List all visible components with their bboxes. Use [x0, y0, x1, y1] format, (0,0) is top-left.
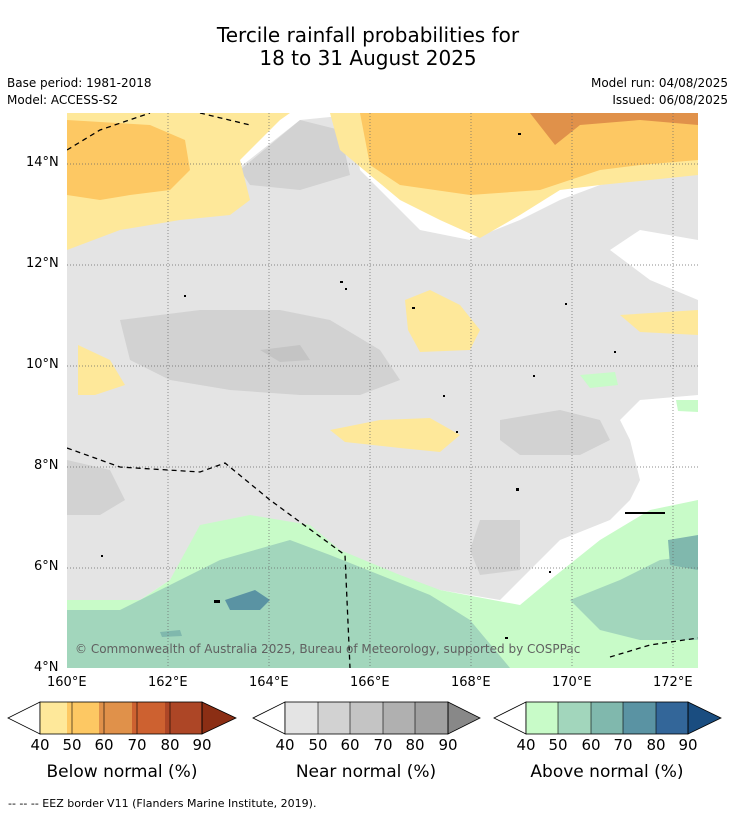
lon-label-172e: 172°E [653, 675, 693, 690]
near-tick-80: 80 [405, 736, 425, 754]
lat-label-12n: 12°N [26, 256, 59, 271]
near-tick-90: 90 [438, 736, 458, 754]
lon-label-168e: 168°E [451, 675, 491, 690]
lat-label-14n: 14°N [26, 155, 59, 170]
lon-label-170e: 170°E [552, 675, 592, 690]
map-title-line2: 18 to 31 August 2025 [259, 46, 477, 70]
eez-borders [67, 113, 698, 668]
above-tick-60: 60 [581, 736, 601, 754]
above-tick-40: 40 [516, 736, 536, 754]
below-tick-80: 80 [160, 736, 180, 754]
lat-label-8n: 8°N [34, 458, 59, 473]
model-name: Model: ACCESS-S2 [7, 93, 119, 107]
above-tick-90: 90 [678, 736, 698, 754]
below-normal-central [405, 290, 480, 352]
colorbar-near-normal [252, 701, 481, 735]
lat-label-4n: 4°N [34, 660, 59, 675]
base-period: Base period: 1981-2018 [7, 76, 152, 90]
lon-label-160e: 160°E [47, 675, 87, 690]
near-tick-70: 70 [373, 736, 393, 754]
below-tick-70: 70 [127, 736, 147, 754]
lat-label-10n: 10°N [26, 357, 59, 372]
above-normal-label: Above normal (%) [530, 762, 684, 782]
near-tick-40: 40 [275, 736, 295, 754]
below-tick-60: 60 [94, 736, 114, 754]
lon-label-164e: 164°E [249, 675, 289, 690]
colorbar-below-normal [7, 701, 237, 735]
below-normal-60-north-west [67, 120, 190, 200]
issued-date: Issued: 06/08/2025 [612, 93, 728, 107]
below-tick-90: 90 [192, 736, 212, 754]
model-run: Model run: 04/08/2025 [590, 76, 728, 90]
near-normal-50-patch [120, 310, 400, 395]
lat-label-6n: 6°N [34, 559, 59, 574]
above-tick-50: 50 [548, 736, 568, 754]
map-title-line1: Tercile rainfall probabilities for [216, 23, 520, 47]
graticule [67, 113, 698, 668]
copyright-notice: © Commonwealth of Australia 2025, Bureau… [75, 642, 580, 656]
island-dots [101, 133, 665, 639]
near-normal-label: Near normal (%) [295, 762, 437, 782]
map-plot-area: © Commonwealth of Australia 2025, Bureau… [67, 113, 698, 668]
below-tick-50: 50 [62, 736, 82, 754]
colorbar-above-normal [493, 701, 722, 735]
lon-label-162e: 162°E [148, 675, 188, 690]
above-tick-70: 70 [613, 736, 633, 754]
eez-footnote: -- -- -- EEZ border V11 (Flanders Marine… [8, 797, 317, 810]
lon-label-166e: 166°E [350, 675, 390, 690]
below-normal-label: Below normal (%) [46, 762, 198, 782]
near-tick-60: 60 [340, 736, 360, 754]
below-tick-40: 40 [30, 736, 50, 754]
above-tick-80: 80 [646, 736, 666, 754]
near-tick-50: 50 [308, 736, 328, 754]
